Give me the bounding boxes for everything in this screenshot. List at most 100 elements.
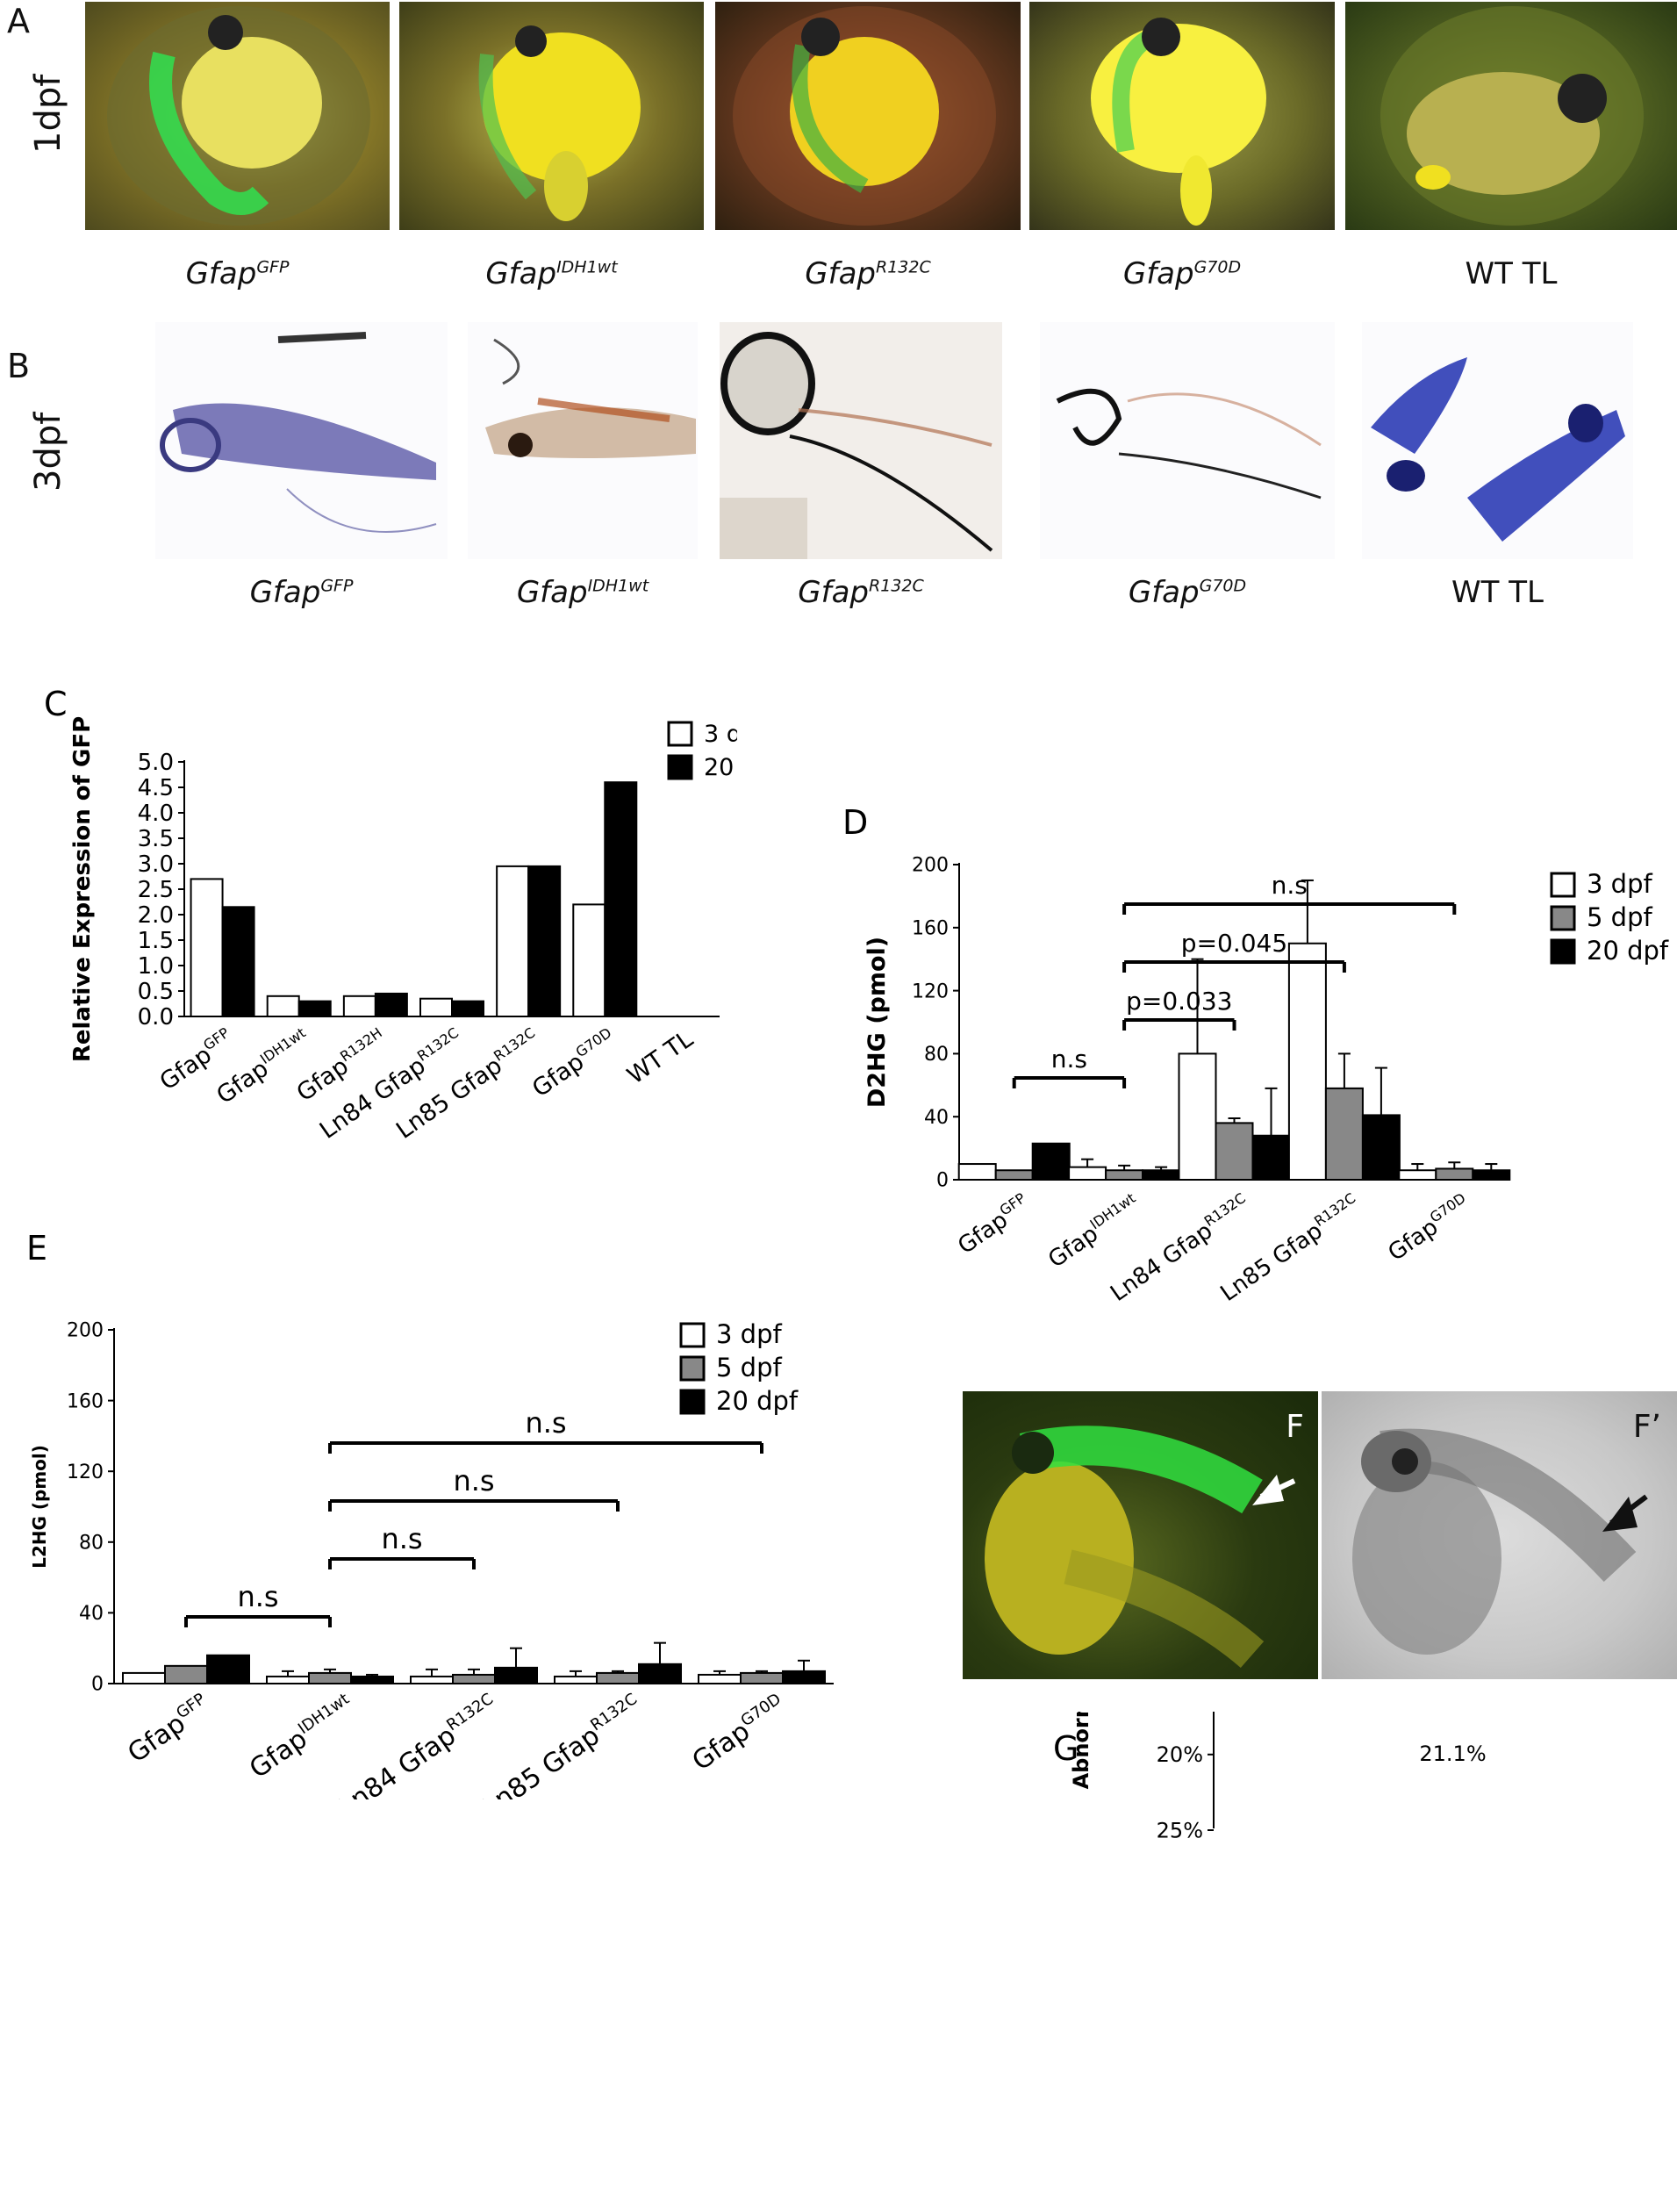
significance-label: p=0.045 — [1181, 929, 1287, 958]
bar — [1324, 1087, 1364, 1181]
y-tick-label: 4.5 — [138, 775, 174, 801]
bar — [1142, 1169, 1181, 1181]
x-tick-label: GfapG70D — [527, 1024, 621, 1103]
caption-b-5: WT TL — [1451, 575, 1544, 610]
chart-c-relative-expression: C 0.00.51.01.52.02.53.03.54.04.55.0 Relati… — [44, 685, 737, 1145]
x-tick-label: GfapG70D — [1382, 1189, 1475, 1267]
section-photo-gfp-3dpf — [155, 322, 448, 559]
section-photo-g70d-3dpf — [1040, 322, 1335, 559]
legend-swatch — [667, 721, 693, 747]
chart-d-d2hg: D 0 40 80 120 160 200 D2HG (pmol) GfapGFPGfapIDH… — [842, 803, 1669, 1307]
embryo-photo-idh1wt-1dpf — [399, 2, 704, 230]
y-tick-label: 1.5 — [138, 928, 174, 954]
y-tick-label: 0 — [936, 1170, 949, 1192]
x-tick-label: Ln84 GfapR132C — [333, 1690, 505, 1799]
legend-label: 20 dpf — [704, 754, 737, 781]
row-label-1dpf: 1dpf — [28, 74, 68, 154]
bar — [1031, 1142, 1071, 1181]
bar — [638, 1663, 682, 1684]
bar — [266, 995, 300, 1017]
embryo-photo-f-prime-brightfield: F’ — [1322, 1391, 1677, 1679]
x-tick-label: GfapGFP — [952, 1189, 1036, 1260]
bar — [698, 1673, 742, 1684]
bar — [164, 1664, 208, 1685]
legend-label: 5 dpf — [1587, 902, 1652, 932]
bar — [1472, 1169, 1511, 1181]
y-tick-label: 5.0 — [138, 750, 174, 776]
caption-b-3: GfapR132C — [798, 575, 924, 610]
bar — [604, 781, 638, 1017]
legend-swatch — [679, 1322, 706, 1348]
panel-f-letter: F — [1286, 1409, 1304, 1445]
bar — [572, 903, 606, 1017]
y-axis-label: D2HG (pmol) — [864, 937, 891, 1108]
significance-label: n.s — [1051, 1045, 1087, 1074]
chart-e-l2hg: E 0 40 80 120 160 200 L2HG (pmol) GfapGFP GfapIDH… — [26, 1229, 834, 1799]
legend-label: 3 dpf — [716, 1319, 782, 1349]
panel-c-letter: C — [44, 685, 68, 723]
significance-label: p=0.033 — [1126, 987, 1232, 1016]
bar — [527, 865, 562, 1017]
significance-label: n.s — [525, 1406, 566, 1440]
y-tick-label: 1.0 — [138, 953, 174, 980]
section-photo-wttl-3dpf — [1362, 322, 1633, 559]
panel-d-letter: D — [842, 803, 868, 842]
caption-a-3: GfapR132C — [805, 256, 931, 291]
y-tick-label: 80 — [924, 1044, 949, 1066]
x-tick-label: GfapGFP — [122, 1690, 217, 1770]
y-tick-label: 0 — [91, 1674, 104, 1696]
legend-swatch — [1550, 905, 1576, 931]
bar — [221, 906, 255, 1017]
bar — [190, 878, 224, 1017]
bar — [297, 1000, 332, 1018]
x-tick-label: Ln85 GfapR132C — [477, 1690, 649, 1799]
x-tick-label: GfapIDH1wt — [244, 1690, 361, 1785]
y-axis-label: L2HG (pmol) — [29, 1445, 50, 1569]
x-tick-label: WT TL — [622, 1025, 698, 1089]
bar — [1435, 1167, 1474, 1181]
y-axis-label: Relative Expression of GFP — [69, 716, 96, 1062]
bar — [1361, 1114, 1401, 1181]
legend-label: 3 dpf — [1587, 869, 1652, 899]
bar — [740, 1671, 784, 1684]
caption-b-1: GfapGFP — [249, 575, 354, 610]
y-tick-label: 40 — [924, 1107, 949, 1129]
y-tick-label: 120 — [67, 1462, 104, 1483]
section-photo-idh1wt-3dpf — [468, 322, 698, 559]
legend-swatch — [679, 1355, 706, 1382]
bar — [957, 1163, 997, 1181]
bar — [266, 1675, 310, 1685]
data-label: 21.1% — [1419, 1742, 1486, 1766]
x-tick-label: GfapIDH1wt — [1043, 1189, 1145, 1274]
y-tick-label: 120 — [912, 980, 949, 1002]
legend-swatch — [1550, 872, 1576, 898]
panel-e-letter: E — [26, 1229, 47, 1268]
bar — [350, 1675, 394, 1685]
y-tick-label: 200 — [912, 855, 949, 877]
bar — [1398, 1169, 1437, 1181]
bar — [994, 1169, 1034, 1181]
bar — [342, 995, 376, 1017]
panel-f-prime-letter: F’ — [1632, 1409, 1661, 1445]
y-tick-label: 20% — [1157, 1742, 1203, 1767]
legend-label: 5 dpf — [716, 1353, 782, 1382]
caption-a-1: GfapGFP — [185, 256, 290, 291]
embryo-photo-wttl-1dpf — [1345, 2, 1677, 230]
bar — [206, 1654, 250, 1685]
legend-label: 20 dpf — [1587, 936, 1669, 966]
bar — [1068, 1166, 1107, 1181]
bar — [782, 1670, 826, 1685]
bar — [1287, 942, 1327, 1181]
legend-swatch — [667, 754, 693, 780]
bar — [496, 865, 530, 1017]
row-label-3dpf: 3dpf — [28, 412, 68, 492]
embryo-photo-r132c-1dpf — [715, 2, 1021, 230]
bar — [308, 1671, 352, 1684]
y-tick-label: 25% — [1157, 1818, 1203, 1842]
bar — [451, 1000, 484, 1018]
y-tick-label: 3.5 — [138, 826, 174, 852]
y-tick-label: 200 — [67, 1320, 104, 1342]
embryo-photo-f-fluorescence: F — [963, 1391, 1318, 1679]
legend-swatch — [1550, 938, 1576, 965]
y-tick-label: 4.0 — [138, 801, 174, 827]
